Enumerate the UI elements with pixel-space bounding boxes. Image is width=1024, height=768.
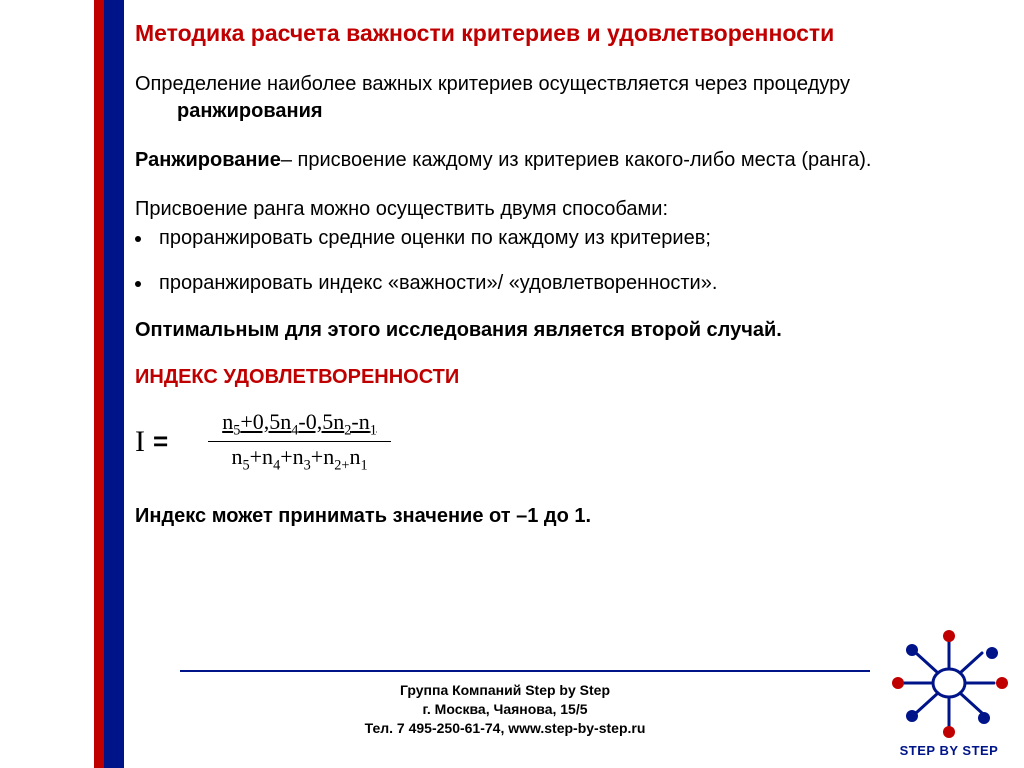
paragraph-1: Определение наиболее важных критериев ос… bbox=[135, 71, 990, 125]
left-blue-bar bbox=[104, 0, 124, 768]
logo: STEP BY STEP bbox=[884, 618, 1014, 758]
p2-text: – присвоение каждому из критериев какого… bbox=[281, 149, 872, 171]
paragraph-5: Индекс может принимать значение от –1 до… bbox=[135, 503, 990, 530]
formula-eq: = bbox=[153, 426, 168, 457]
footer: Группа Компаний Step by Step г. Москва, … bbox=[135, 681, 875, 738]
footer-line-3: Тел. 7 495-250-61-74, www.step-by-step.r… bbox=[135, 719, 875, 738]
footer-line-2: г. Москва, Чаянова, 15/5 bbox=[135, 700, 875, 719]
footer-divider bbox=[180, 670, 870, 672]
section-label: ИНДЕКС УДОВЛЕТВОРЕННОСТИ bbox=[135, 366, 990, 389]
slide-title: Методика расчета важности критериев и уд… bbox=[135, 20, 990, 47]
formula-denominator: n5+n4+n3+n2+n1 bbox=[208, 442, 391, 474]
p4-bold: Оптимальным для этого исследования являе… bbox=[135, 319, 782, 341]
paragraph-3: Присвоение ранга можно осуществить двумя… bbox=[135, 196, 990, 223]
formula: I = n5+0,5n4-0,5n2-n1 n5+n4+n3+n2+n1 bbox=[135, 409, 990, 475]
slide-content: Методика расчета важности критериев и уд… bbox=[135, 20, 990, 552]
formula-fraction: n5+0,5n4-0,5n2-n1 n5+n4+n3+n2+n1 bbox=[208, 409, 391, 475]
p1-text: Определение наиболее важных критериев ос… bbox=[135, 73, 850, 95]
footer-line-1: Группа Компаний Step by Step bbox=[135, 681, 875, 700]
logo-text: STEP BY STEP bbox=[884, 743, 1014, 758]
formula-lhs: I bbox=[135, 425, 145, 459]
p5-bold: Индекс может принимать значение от –1 до… bbox=[135, 505, 591, 527]
left-red-bar bbox=[94, 0, 104, 768]
p2-bold: Ранжирование bbox=[135, 149, 281, 171]
list-item: проранжировать индекс «важности»/ «удовл… bbox=[153, 272, 990, 295]
list-item: проранжировать средние оценки по каждому… bbox=[153, 227, 990, 250]
bullet-list: проранжировать средние оценки по каждому… bbox=[153, 227, 990, 295]
p1-bold: ранжирования bbox=[177, 100, 323, 122]
formula-numerator: n5+0,5n4-0,5n2-n1 bbox=[208, 409, 391, 442]
paragraph-2: Ранжирование– присвоение каждому из крит… bbox=[135, 147, 990, 174]
paragraph-4: Оптимальным для этого исследования являе… bbox=[135, 317, 990, 344]
logo-icon bbox=[884, 618, 1014, 758]
